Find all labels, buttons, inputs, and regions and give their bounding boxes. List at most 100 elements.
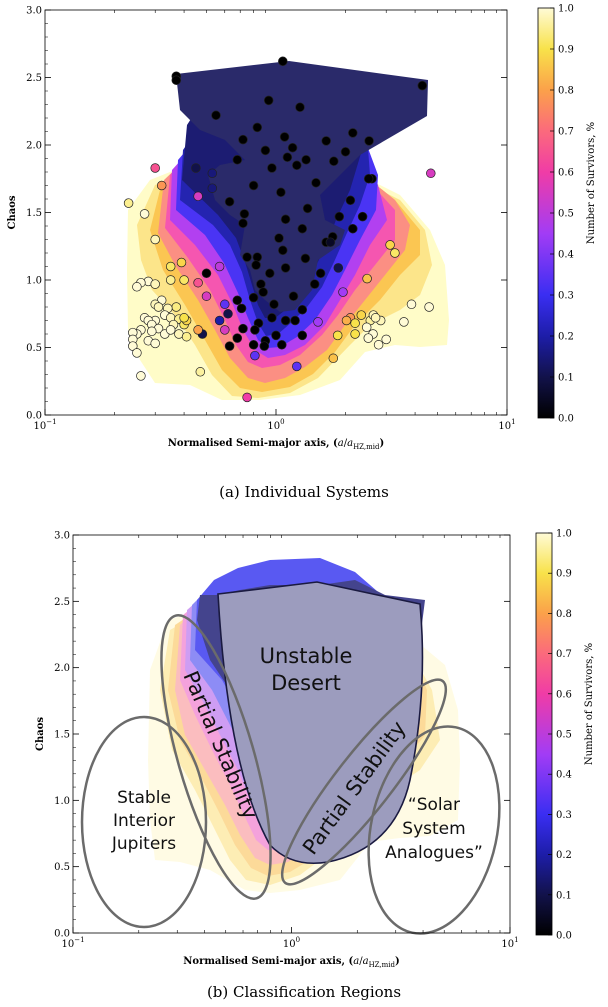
x-axis-label: Normalised Semi-major axis, (a/aHZ,mid) bbox=[168, 438, 384, 451]
scatter-point bbox=[287, 142, 298, 153]
scatter-point bbox=[256, 279, 266, 289]
scatter-point bbox=[207, 183, 218, 193]
scatter-point bbox=[171, 302, 182, 312]
colorbar-tick-label: 0.5 bbox=[556, 730, 572, 741]
colorbar-tick-label: 0.9 bbox=[558, 45, 574, 56]
scatter-point bbox=[282, 152, 293, 162]
y-tick-label: 2.5 bbox=[54, 597, 70, 608]
scatter-point bbox=[171, 75, 182, 85]
colorbar-tick-label: 0.7 bbox=[556, 649, 572, 660]
scatter-point bbox=[297, 223, 308, 234]
scatter-point bbox=[132, 348, 142, 358]
scatter-point bbox=[297, 330, 308, 341]
scatter-point bbox=[267, 313, 277, 323]
scatter-point bbox=[251, 260, 261, 270]
scatter-point bbox=[348, 223, 358, 234]
scatter-point bbox=[156, 180, 167, 191]
colorbar-tick-label: 0.9 bbox=[556, 569, 572, 580]
scatter-point bbox=[332, 330, 343, 341]
panel-classification-regions: Unstable Desert Partial Stability Partia… bbox=[35, 529, 595, 970]
scatter-point bbox=[150, 163, 160, 173]
scatter-point bbox=[399, 317, 409, 327]
scatter-point bbox=[333, 263, 344, 273]
scatter-point bbox=[242, 252, 252, 262]
y-axis-label: Chaos bbox=[7, 195, 18, 229]
colorbar-tick-label: 0.3 bbox=[556, 810, 572, 821]
scatter-point bbox=[259, 341, 270, 351]
scatter-point bbox=[329, 156, 339, 166]
scatter-point bbox=[328, 353, 339, 364]
scatter-point bbox=[150, 338, 160, 349]
colorbar-tick-label: 1.0 bbox=[558, 4, 574, 15]
scatter-point bbox=[426, 168, 436, 179]
scatter-point bbox=[195, 367, 206, 377]
y-tick-label: 1.0 bbox=[54, 796, 70, 807]
scatter-point bbox=[350, 318, 360, 328]
scatter-point bbox=[364, 136, 374, 146]
scatter-point bbox=[250, 325, 260, 335]
axes: 10−1 100 101 0.0 0.5 1.0 1.5 2.0 2.5 3.0 Chaos Norm… bbox=[35, 531, 519, 970]
scatter-point bbox=[224, 196, 235, 207]
scatter-point bbox=[132, 282, 142, 292]
y-tick-label: 3.0 bbox=[54, 531, 70, 542]
scatter-point bbox=[280, 214, 291, 225]
scatter-point bbox=[242, 392, 252, 403]
scatter-point bbox=[276, 187, 286, 198]
x-tick-label: 101 bbox=[501, 936, 518, 950]
scatter-point bbox=[269, 299, 279, 310]
colorbar-tick-label: 0.3 bbox=[558, 291, 574, 302]
colorbar-tick-label: 0.8 bbox=[556, 609, 572, 620]
contour-map bbox=[127, 61, 449, 400]
scatter-point bbox=[362, 273, 372, 284]
region-label-stable-line1: Stable bbox=[117, 788, 171, 808]
scatter-point bbox=[232, 295, 243, 306]
scatter-point bbox=[201, 268, 212, 279]
scatter-point bbox=[214, 315, 225, 326]
scatter-point bbox=[252, 252, 263, 262]
colorbar-tick-label: 0.7 bbox=[558, 127, 574, 138]
scatter-point bbox=[271, 330, 281, 341]
scatter-point bbox=[193, 191, 203, 202]
colorbar-tick-label: 0.2 bbox=[556, 850, 572, 861]
scatter-point bbox=[236, 303, 247, 314]
scatter-point bbox=[301, 155, 311, 165]
scatter-point bbox=[248, 292, 259, 303]
region-label-solar-line2: System bbox=[402, 819, 465, 839]
scatter-point bbox=[179, 275, 189, 285]
scatter-point bbox=[193, 325, 203, 335]
contour-level-0.0 bbox=[176, 61, 428, 312]
y-tick-label: 2.0 bbox=[54, 663, 70, 674]
scatter-point bbox=[179, 313, 189, 323]
scatter-point bbox=[214, 261, 225, 272]
colorbar: 0.0 0.1 0.2 0.3 0.4 0.5 0.6 0.7 0.8 0.9 1.0 Number … bbox=[537, 4, 597, 425]
scatter-point bbox=[406, 299, 417, 310]
scatter-point bbox=[348, 128, 358, 138]
scatter-point bbox=[295, 102, 305, 112]
scatter-point bbox=[238, 134, 248, 145]
scatter-point bbox=[278, 56, 288, 67]
scatter-point bbox=[417, 80, 428, 91]
scatter-point bbox=[338, 287, 348, 297]
scatter-point bbox=[220, 299, 230, 310]
scatter-point bbox=[363, 333, 374, 343]
colorbar-label: Number of Survivors, % bbox=[584, 643, 595, 765]
scatter-point bbox=[250, 350, 260, 361]
y-tick-label: 0.0 bbox=[26, 411, 42, 422]
scatter-point bbox=[363, 173, 374, 184]
scatter-point bbox=[238, 323, 248, 334]
region-label-solar-line1: “Solar bbox=[408, 795, 460, 815]
colorbar-tick-label: 0.5 bbox=[558, 209, 574, 220]
scatter-point bbox=[311, 178, 321, 188]
scatter-points bbox=[123, 56, 436, 403]
y-tick-label: 1.5 bbox=[54, 730, 70, 741]
colorbar-tick-label: 0.0 bbox=[558, 414, 574, 425]
colorbar: 0.0 0.1 0.2 0.3 0.4 0.5 0.6 0.7 0.8 0.9 1.0 Number … bbox=[535, 529, 595, 942]
scatter-point bbox=[232, 155, 243, 165]
scatter-point bbox=[176, 257, 187, 268]
scatter-point bbox=[297, 304, 308, 315]
scatter-point bbox=[150, 279, 160, 289]
scatter-point bbox=[220, 325, 230, 335]
scatter-point bbox=[292, 160, 302, 171]
scatter-point bbox=[223, 309, 233, 319]
x-axis-label: Normalised Semi-major axis, (a/aHZ,mid) bbox=[183, 956, 399, 969]
